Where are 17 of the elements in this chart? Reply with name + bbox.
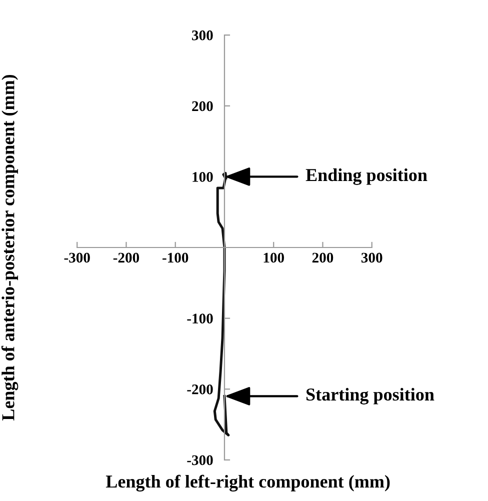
- y-tick-label: 300: [192, 30, 213, 40]
- y-tick-label: 100: [192, 172, 213, 182]
- line-series: [213, 172, 230, 436]
- x-tick-label: 300: [361, 252, 382, 263]
- y-tick-label: -100: [187, 314, 213, 324]
- annotation: Ending position: [306, 168, 428, 185]
- x-tick-label: -100: [162, 252, 188, 263]
- x-tick-label: -300: [64, 252, 90, 263]
- y-tick-label: 200: [192, 101, 213, 112]
- x-tick-label: 100: [264, 252, 284, 263]
- x-axis-title: Length of left-right component (mm): [106, 474, 390, 492]
- annotation: Starting position: [306, 388, 434, 404]
- y-axis-title: Length of anterio-posterior component (mm): [1, 74, 18, 421]
- x-tick-label: -200: [113, 252, 140, 263]
- y-tick-label: -300: [187, 455, 213, 466]
- x-tick-label: 200: [312, 252, 334, 263]
- y-tick-label: -200: [187, 384, 213, 394]
